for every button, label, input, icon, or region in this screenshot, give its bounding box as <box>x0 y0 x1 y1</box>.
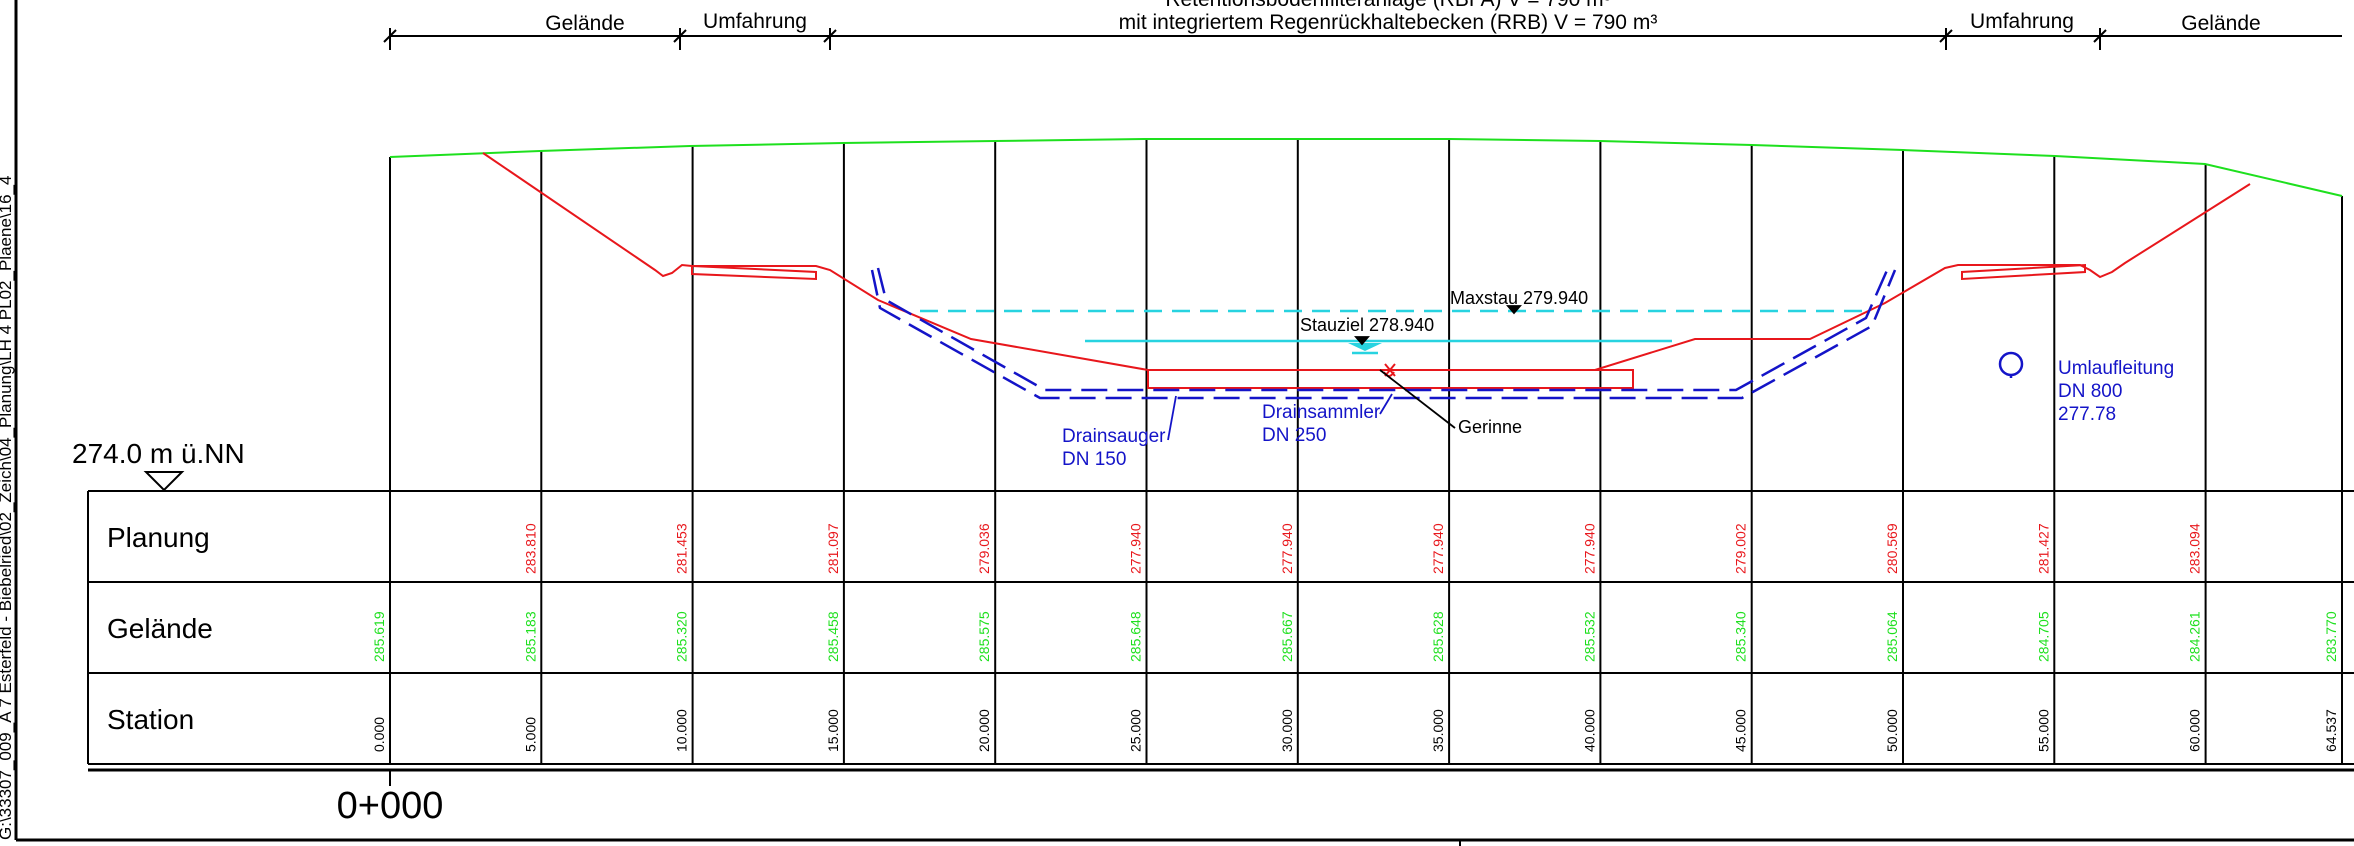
drainsammler-label: Drainsammler <box>1262 402 1381 423</box>
planung-value: 280.569 <box>1884 523 1900 574</box>
planung-value: 279.002 <box>1733 523 1749 574</box>
row-label-planung: Planung <box>107 522 210 553</box>
drainsauger-dn-label: DN 150 <box>1062 449 1126 470</box>
terrain-line <box>389 138 2343 197</box>
planung-value: 281.427 <box>2035 523 2051 574</box>
drain-leaders <box>1167 393 1393 441</box>
station-value: 25.000 <box>1128 709 1144 752</box>
umlaufleitung-dn-label: DN 800 <box>2058 381 2122 402</box>
gelaende-value: 284.261 <box>2187 611 2203 662</box>
station-value: 30.000 <box>1279 709 1295 752</box>
station-value: 5.000 <box>522 717 538 752</box>
drain-pipes <box>870 267 1897 400</box>
annotation-leaders <box>1354 305 1522 429</box>
planned-section <box>482 152 2251 389</box>
planung-value: 281.453 <box>674 523 690 574</box>
umlaufleitung-level-label: 277.78 <box>2058 404 2116 425</box>
station-lines <box>389 139 2343 764</box>
stauziel-label: Stauziel 278.940 <box>1300 315 1434 335</box>
station-value: 40.000 <box>1581 709 1597 752</box>
gelaende-value: 285.532 <box>1581 611 1597 662</box>
profile-table <box>87 490 2354 772</box>
gelaende-value: 285.183 <box>522 611 538 662</box>
gelaende-value: 285.628 <box>1430 611 1446 662</box>
maxstau-label: Maxstau 279.940 <box>1450 288 1588 308</box>
planung-value: 277.940 <box>1279 523 1295 574</box>
station-value: 0.000 <box>371 717 387 752</box>
gelaende-value: 285.320 <box>674 611 690 662</box>
file-path-text: G:\33307_009_A 7 Esterfeld - Biebelried\… <box>0 176 15 840</box>
drainsammler-dn-label: DN 250 <box>1262 425 1326 446</box>
segment-label-umfahrung-left: Umfahrung <box>703 10 807 33</box>
station-value: 60.000 <box>2187 709 2203 752</box>
gelaende-value: 285.064 <box>1884 611 1900 662</box>
gerinne-label: Gerinne <box>1458 417 1522 437</box>
station-value: 55.000 <box>2035 709 2051 752</box>
planung-value: 283.094 <box>2187 523 2203 574</box>
segment-label-gelaende-left: Gelände <box>545 12 624 35</box>
station-value: 20.000 <box>976 709 992 752</box>
gelaende-value: 285.575 <box>976 611 992 662</box>
dimension-line <box>383 28 2342 50</box>
station-value: 10.000 <box>674 709 690 752</box>
gelaende-value: 284.705 <box>2035 611 2051 662</box>
segment-label-basin-line2: mit integriertem Regenrückhaltebecken (R… <box>1119 11 1658 34</box>
station-start-label: 0+000 <box>337 785 444 827</box>
table-values: 285.619 0.000 283.810 285.183 5.000 281.453 28… <box>371 523 2339 752</box>
planung-value: 279.036 <box>976 523 992 574</box>
station-value: 35.000 <box>1430 709 1446 752</box>
reference-level-triangle <box>143 471 185 492</box>
planung-value: 283.810 <box>522 523 538 574</box>
gelaende-value: 285.458 <box>825 611 841 662</box>
planung-value: 277.940 <box>1430 523 1446 574</box>
station-value: 45.000 <box>1733 709 1749 752</box>
planung-value: 281.097 <box>825 523 841 574</box>
station-value: 15.000 <box>825 709 841 752</box>
planung-value: 277.940 <box>1128 523 1144 574</box>
gelaende-value: 285.667 <box>1279 611 1295 662</box>
segment-label-gelaende-right: Gelände <box>2181 12 2260 35</box>
reference-level-label: 274.0 m ü.NN <box>72 438 245 469</box>
row-label-gelaende: Gelände <box>107 613 213 644</box>
umlaufleitung-label: Umlaufleitung <box>2058 358 2174 379</box>
water-levels <box>920 309 1868 355</box>
gelaende-value: 285.619 <box>371 611 387 662</box>
gelaende-value: 285.648 <box>1128 611 1144 662</box>
segment-label-basin-line1: Retentionsbodenfilteranlage (RBFA) V = 7… <box>1165 0 1610 11</box>
umlauf-pipe <box>1998 351 2024 378</box>
gelaende-value: 283.770 <box>2323 611 2339 662</box>
planung-value: 277.940 <box>1581 523 1597 574</box>
gelaende-value: 285.340 <box>1733 611 1749 662</box>
sheet-frame <box>14 0 2354 846</box>
drainsauger-label: Drainsauger <box>1062 426 1166 447</box>
station-value: 50.000 <box>1884 709 1900 752</box>
segment-label-umfahrung-right: Umfahrung <box>1970 10 2074 33</box>
row-label-station: Station <box>107 704 194 735</box>
station-value: 64.537 <box>2323 709 2339 752</box>
